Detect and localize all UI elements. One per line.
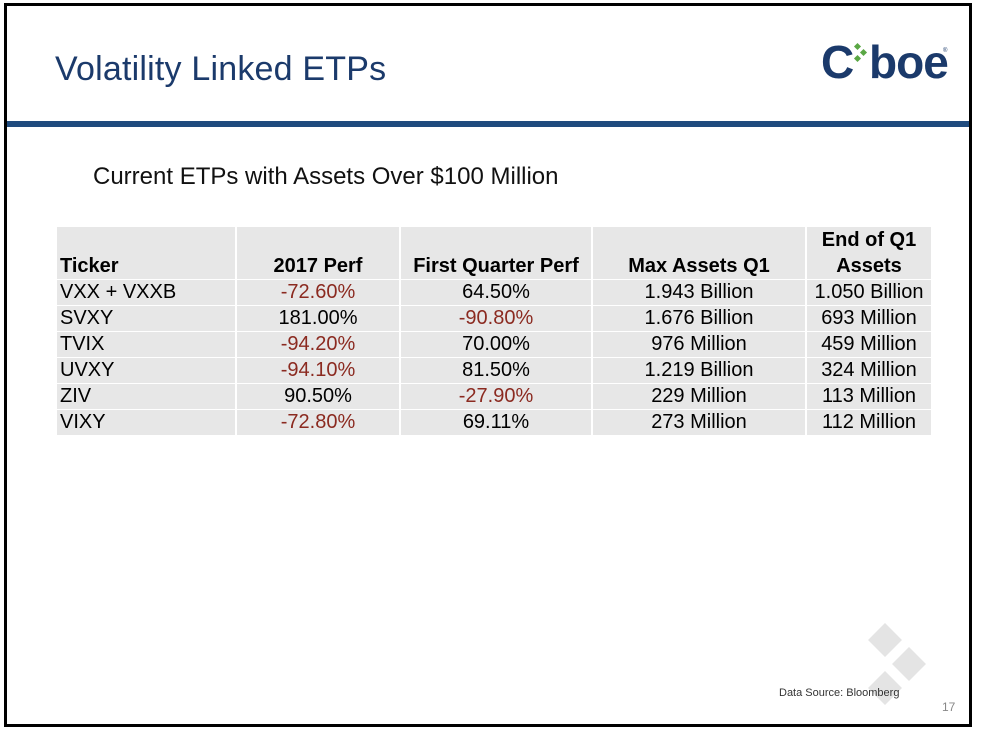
- end-assets-cell: 1.050 Billion: [807, 280, 931, 305]
- ticker-cell: VXX + VXXB: [57, 280, 235, 305]
- svg-text:C: C: [821, 36, 853, 88]
- max-assets-cell: 976 Million: [593, 332, 805, 357]
- column-header-first-quarter-perf: First Quarter Perf: [401, 227, 591, 279]
- perf-q1-cell: -90.80%: [401, 306, 591, 331]
- etp-table: Ticker 2017 Perf First Quarter Perf Max …: [55, 226, 933, 436]
- perf-q1-cell: 81.50%: [401, 358, 591, 383]
- perf-q1-cell: 70.00%: [401, 332, 591, 357]
- slide-subtitle: Current ETPs with Assets Over $100 Milli…: [93, 163, 559, 190]
- table-row: ZIV 90.50% -27.90% 229 Million 113 Milli…: [57, 384, 931, 409]
- perf-q1-cell: 64.50%: [401, 280, 591, 305]
- table-row: UVXY -94.10% 81.50% 1.219 Billion 324 Mi…: [57, 358, 931, 383]
- cboe-logo: C boe ®: [821, 36, 949, 88]
- table-row: VIXY -72.80% 69.11% 273 Million 112 Mill…: [57, 410, 931, 435]
- perf-q1-cell: 69.11%: [401, 410, 591, 435]
- perf-2017-cell: 90.50%: [237, 384, 399, 409]
- table-row: TVIX -94.20% 70.00% 976 Million 459 Mill…: [57, 332, 931, 357]
- end-assets-cell: 113 Million: [807, 384, 931, 409]
- column-header-max-assets: Max Assets Q1: [593, 227, 805, 279]
- ticker-cell: UVXY: [57, 358, 235, 383]
- ticker-cell: VIXY: [57, 410, 235, 435]
- perf-2017-cell: -72.80%: [237, 410, 399, 435]
- decorative-diamonds-icon: [868, 623, 926, 705]
- max-assets-cell: 229 Million: [593, 384, 805, 409]
- end-assets-cell: 112 Million: [807, 410, 931, 435]
- svg-text:®: ®: [943, 47, 948, 54]
- table-header-row: Ticker 2017 Perf First Quarter Perf Max …: [57, 227, 931, 279]
- column-header-ticker: Ticker: [57, 227, 235, 279]
- ticker-cell: TVIX: [57, 332, 235, 357]
- page-number: 17: [942, 700, 956, 714]
- end-assets-cell: 459 Million: [807, 332, 931, 357]
- max-assets-cell: 1.943 Billion: [593, 280, 805, 305]
- ticker-cell: ZIV: [57, 384, 235, 409]
- max-assets-cell: 273 Million: [593, 410, 805, 435]
- perf-2017-cell: -94.10%: [237, 358, 399, 383]
- slide: Volatility Linked ETPs C boe ® Current E…: [4, 3, 972, 727]
- header-rule: [7, 121, 969, 127]
- perf-q1-cell: -27.90%: [401, 384, 591, 409]
- perf-2017-cell: -72.60%: [237, 280, 399, 305]
- ticker-cell: SVXY: [57, 306, 235, 331]
- max-assets-cell: 1.219 Billion: [593, 358, 805, 383]
- slide-title: Volatility Linked ETPs: [55, 50, 387, 88]
- max-assets-cell: 1.676 Billion: [593, 306, 805, 331]
- data-source-note: Data Source: Bloomberg: [779, 687, 900, 699]
- perf-2017-cell: 181.00%: [237, 306, 399, 331]
- perf-2017-cell: -94.20%: [237, 332, 399, 357]
- column-header-2017-perf: 2017 Perf: [237, 227, 399, 279]
- table-row: VXX + VXXB -72.60% 64.50% 1.943 Billion …: [57, 280, 931, 305]
- svg-text:boe: boe: [869, 36, 948, 88]
- end-assets-cell: 324 Million: [807, 358, 931, 383]
- column-header-end-assets: End of Q1 Assets: [807, 227, 931, 279]
- end-assets-cell: 693 Million: [807, 306, 931, 331]
- table-row: SVXY 181.00% -90.80% 1.676 Billion 693 M…: [57, 306, 931, 331]
